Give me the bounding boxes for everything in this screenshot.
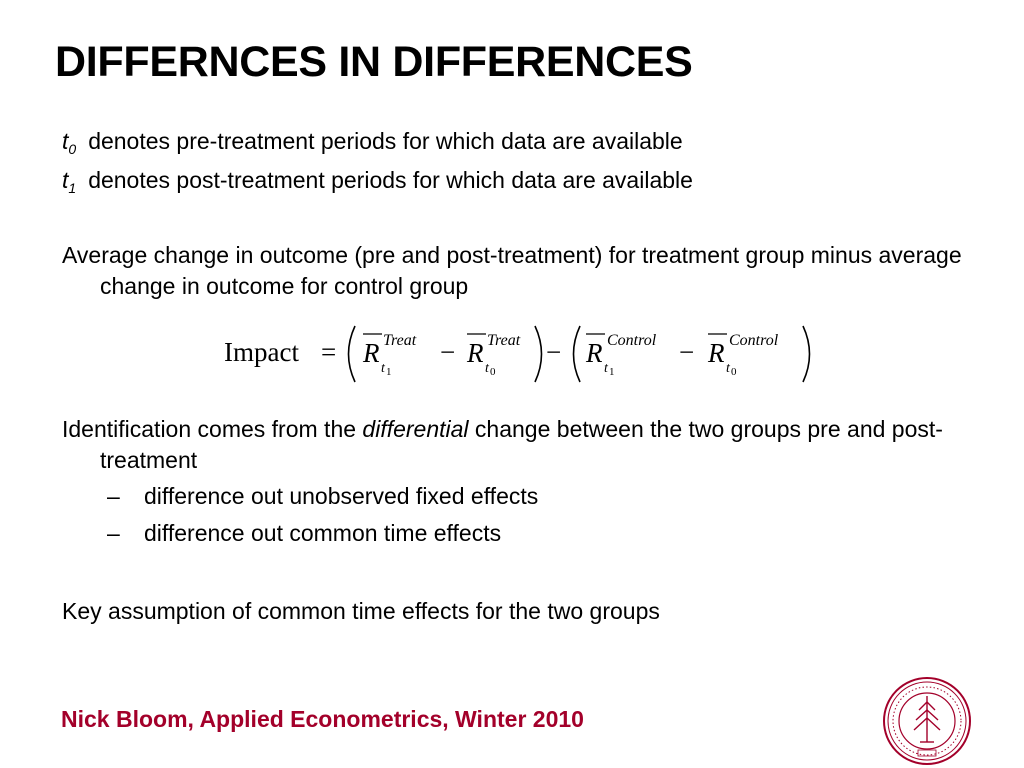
- minus-sign: −: [440, 337, 455, 367]
- paragraph-average-change: Average change in outcome (pre and post-…: [62, 242, 962, 299]
- subscript-t: t: [604, 361, 609, 376]
- variable-t: t: [62, 128, 69, 154]
- bullet-dash: –: [107, 483, 120, 509]
- bullet-text: difference out unobserved fixed effects: [144, 483, 539, 509]
- paragraph-identification: Identification comes from the differenti…: [62, 414, 1024, 476]
- r-symbol: R: [466, 338, 484, 368]
- subscript-one: 1: [386, 366, 392, 378]
- superscript-control: Control: [729, 332, 779, 349]
- subscript-zero: 0: [731, 366, 737, 378]
- definition-text: denotes pre-treatment periods for which …: [88, 128, 683, 154]
- subscript-one: 1: [609, 366, 615, 378]
- r-symbol: R: [362, 338, 380, 368]
- open-paren: [572, 325, 581, 383]
- bullet-fixed-effects: – difference out unobserved fixed effects: [107, 483, 538, 510]
- identification-emphasis: differential: [362, 416, 469, 442]
- close-paren: [534, 325, 543, 383]
- r-symbol: R: [585, 338, 603, 368]
- definition-t1: t1 denotes post-treatment periods for whi…: [62, 167, 693, 196]
- bullet-time-effects: – difference out common time effects: [107, 520, 501, 547]
- slide-title: DIFFERNCES IN DIFFERENCES: [55, 38, 693, 86]
- superscript-treat: Treat: [487, 332, 521, 349]
- bullet-dash: –: [107, 520, 120, 546]
- definition-text: denotes post-treatment periods for which…: [88, 167, 693, 193]
- impact-equation: Impact = R Treat t 1 − R Treat t 0 − R C…: [224, 325, 811, 383]
- open-paren: [347, 325, 356, 383]
- paragraph-key-assumption: Key assumption of common time effects fo…: [62, 598, 660, 624]
- identification-text-end: change between the two groups pre and po…: [100, 416, 943, 473]
- r-symbol: R: [707, 338, 725, 368]
- superscript-treat: Treat: [383, 332, 417, 349]
- subscript: 0: [68, 141, 77, 157]
- minus-sign: −: [679, 337, 694, 367]
- subscript-t: t: [485, 361, 490, 376]
- equals-sign: =: [321, 337, 336, 367]
- subscript-t: t: [381, 361, 386, 376]
- university-seal-icon: [883, 677, 971, 765]
- subscript-zero: 0: [490, 366, 496, 378]
- bullet-text: difference out common time effects: [144, 520, 502, 546]
- subscript-t: t: [726, 361, 731, 376]
- minus-sign: −: [546, 337, 561, 367]
- variable-t: t: [62, 167, 69, 193]
- identification-text-start: Identification comes from the: [62, 416, 363, 442]
- subscript: 1: [68, 180, 77, 196]
- superscript-control: Control: [607, 332, 657, 349]
- equation-lhs: Impact: [224, 337, 299, 367]
- close-paren: [802, 325, 811, 383]
- footer-credit: Nick Bloom, Applied Econometrics, Winter…: [61, 706, 584, 732]
- definition-t0: t0 denotes pre-treatment periods for whic…: [62, 128, 683, 157]
